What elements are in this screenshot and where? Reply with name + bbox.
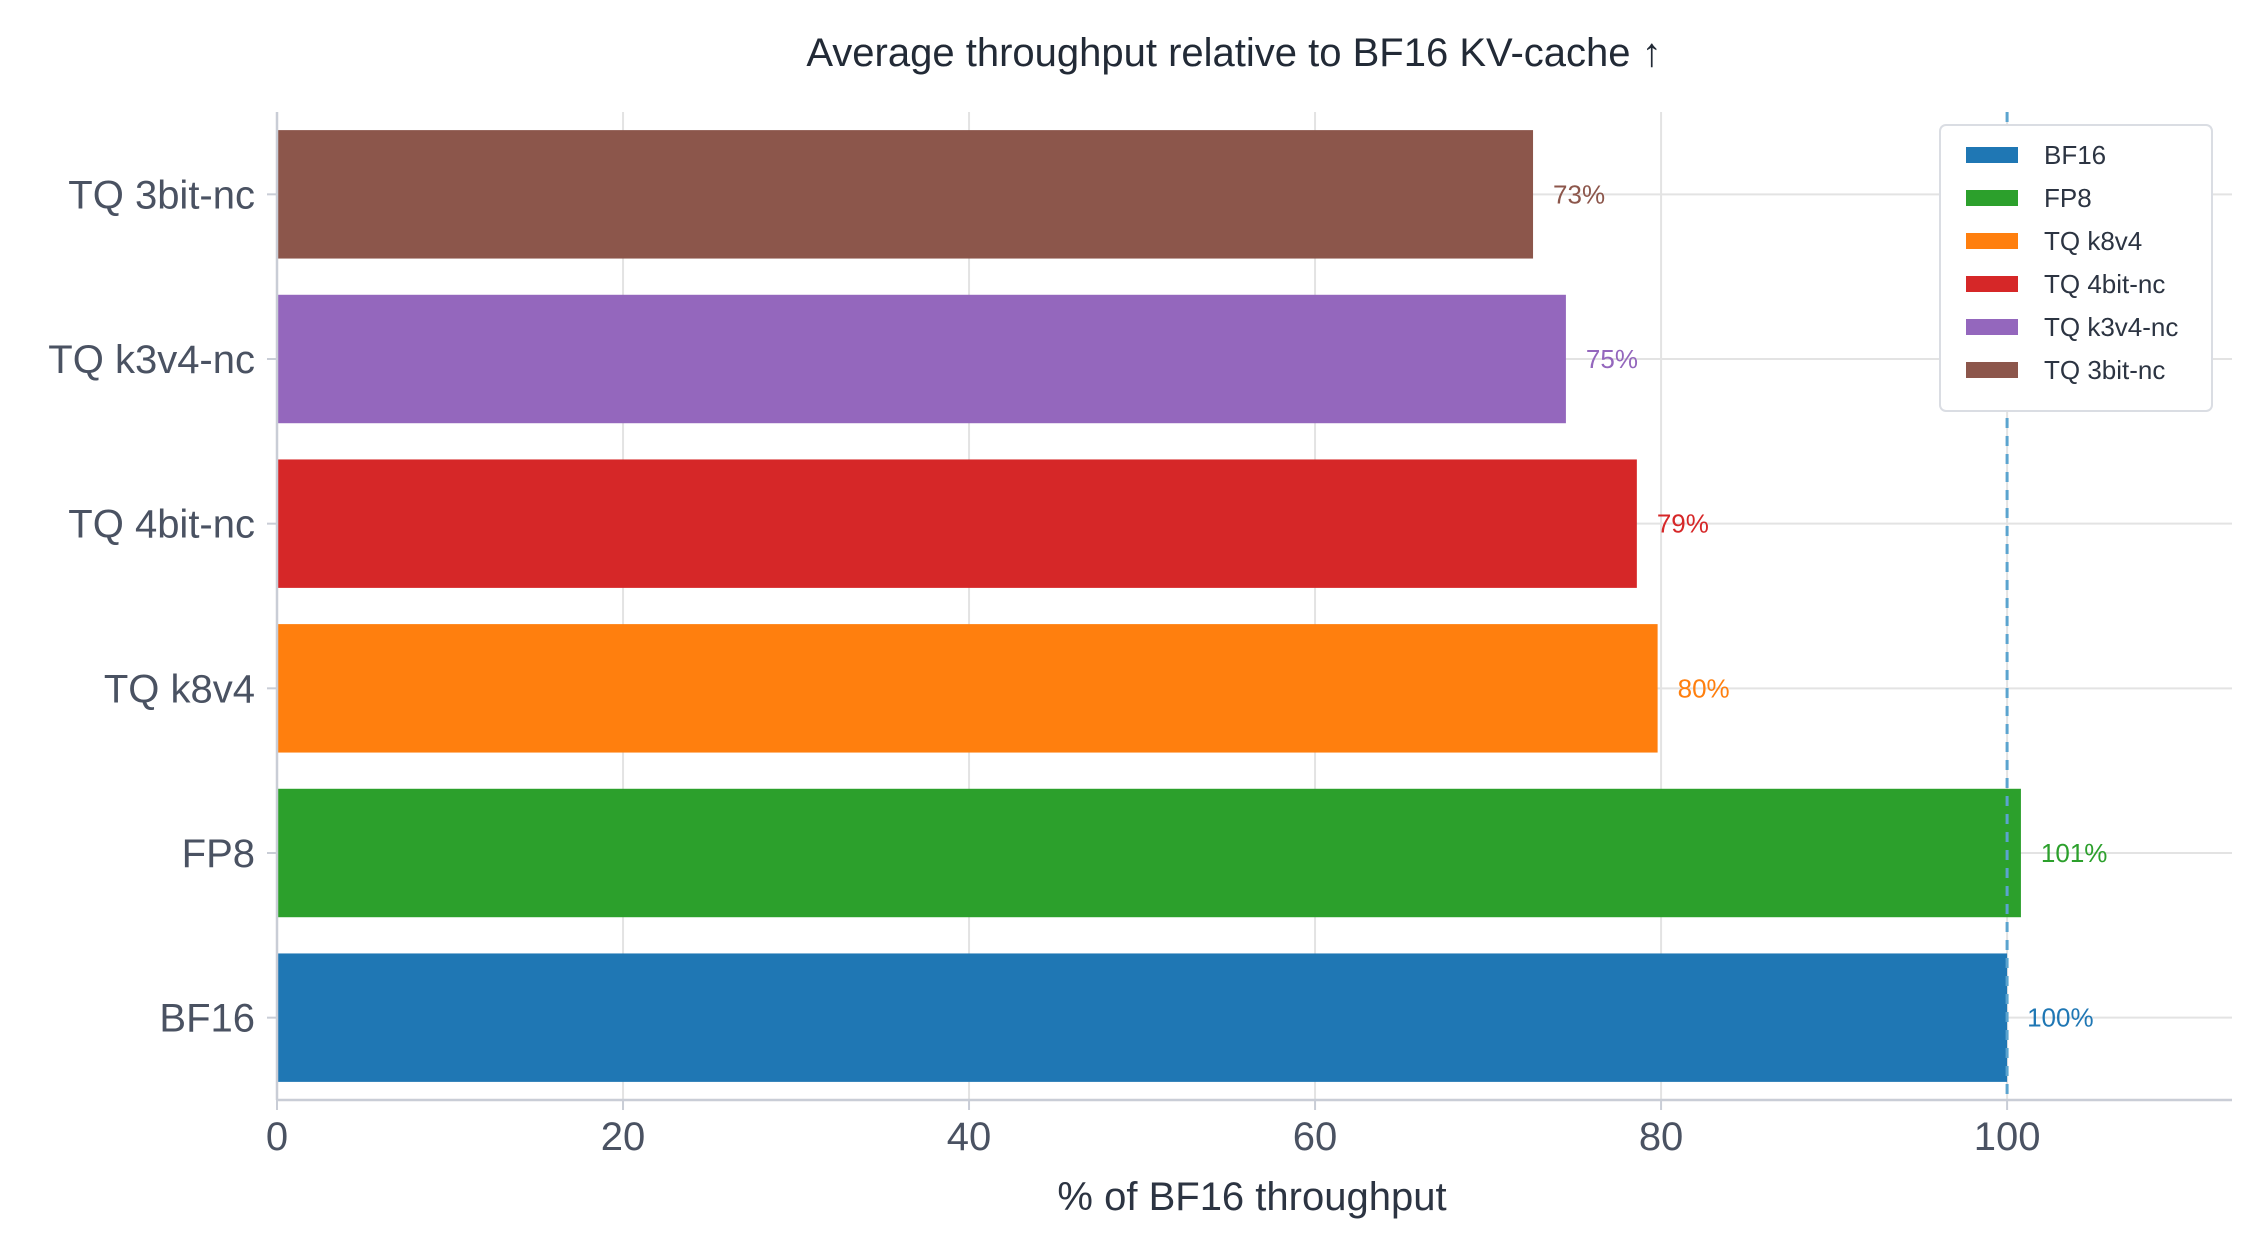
data-label: 75% (1586, 344, 1638, 374)
bars (277, 130, 2021, 1082)
x-tick-label: 0 (266, 1115, 288, 1159)
legend-swatch (1966, 362, 2018, 378)
y-tick-label: TQ k3v4-nc (48, 338, 255, 382)
legend-swatch (1966, 319, 2018, 335)
legend-swatch (1966, 233, 2018, 249)
legend-swatch (1966, 276, 2018, 292)
legend: BF16 FP8 TQ k8v4 TQ 4bit-nc TQ k3v4-nc TQ 3bi… (1939, 124, 2213, 412)
data-labels: 100% 101% 80% 79% 75% 73% (1553, 179, 2107, 1032)
grid (276, 112, 2232, 1100)
data-label: 101% (2041, 838, 2108, 868)
ticks: 0 20 40 60 80 100 BF16 FP8 TQ k8v4 TQ 4bit-nc TQ k… (48, 173, 2040, 1159)
legend-swatch (1966, 190, 2018, 206)
x-axis-label: % of BF16 throughput (1057, 1175, 1446, 1219)
legend-label: TQ k8v4 (2044, 226, 2142, 256)
y-tick-label: TQ k8v4 (104, 667, 255, 711)
bar-fp8 (277, 788, 2021, 918)
legend-label: FP8 (2044, 183, 2092, 213)
axes (275, 112, 2232, 1102)
legend-label: TQ 4bit-nc (2044, 269, 2165, 299)
data-label: 79% (1657, 509, 1709, 539)
bar-tq-3bit-nc (277, 130, 1534, 259)
data-label: 100% (2027, 1003, 2093, 1033)
legend-label: TQ 3bit-nc (2044, 355, 2165, 385)
y-tick-label: BF16 (159, 997, 255, 1041)
bar-tq-4bit-nc (277, 459, 1637, 588)
legend-swatch (1966, 147, 2018, 163)
x-tick-label: 20 (601, 1115, 646, 1159)
y-tick-label: FP8 (182, 832, 255, 876)
y-tick-label: TQ 4bit-nc (68, 503, 255, 547)
y-tick-label: TQ 3bit-nc (68, 173, 255, 217)
bar-bf16 (277, 953, 2008, 1082)
data-label: 80% (1678, 673, 1730, 703)
legend-label: TQ k3v4-nc (2044, 312, 2178, 342)
bar-tq-k8v4 (277, 624, 1658, 753)
legend-label: BF16 (2044, 140, 2106, 170)
x-tick-label: 100 (1974, 1115, 2041, 1159)
x-tick-label: 80 (1639, 1115, 1684, 1159)
bar-tq-k3v4-nc (277, 294, 1566, 424)
x-tick-label: 40 (947, 1115, 992, 1159)
x-tick-label: 60 (1293, 1115, 1338, 1159)
chart-title: Average throughput relative to BF16 KV-c… (806, 31, 1661, 75)
data-label: 73% (1553, 179, 1605, 209)
